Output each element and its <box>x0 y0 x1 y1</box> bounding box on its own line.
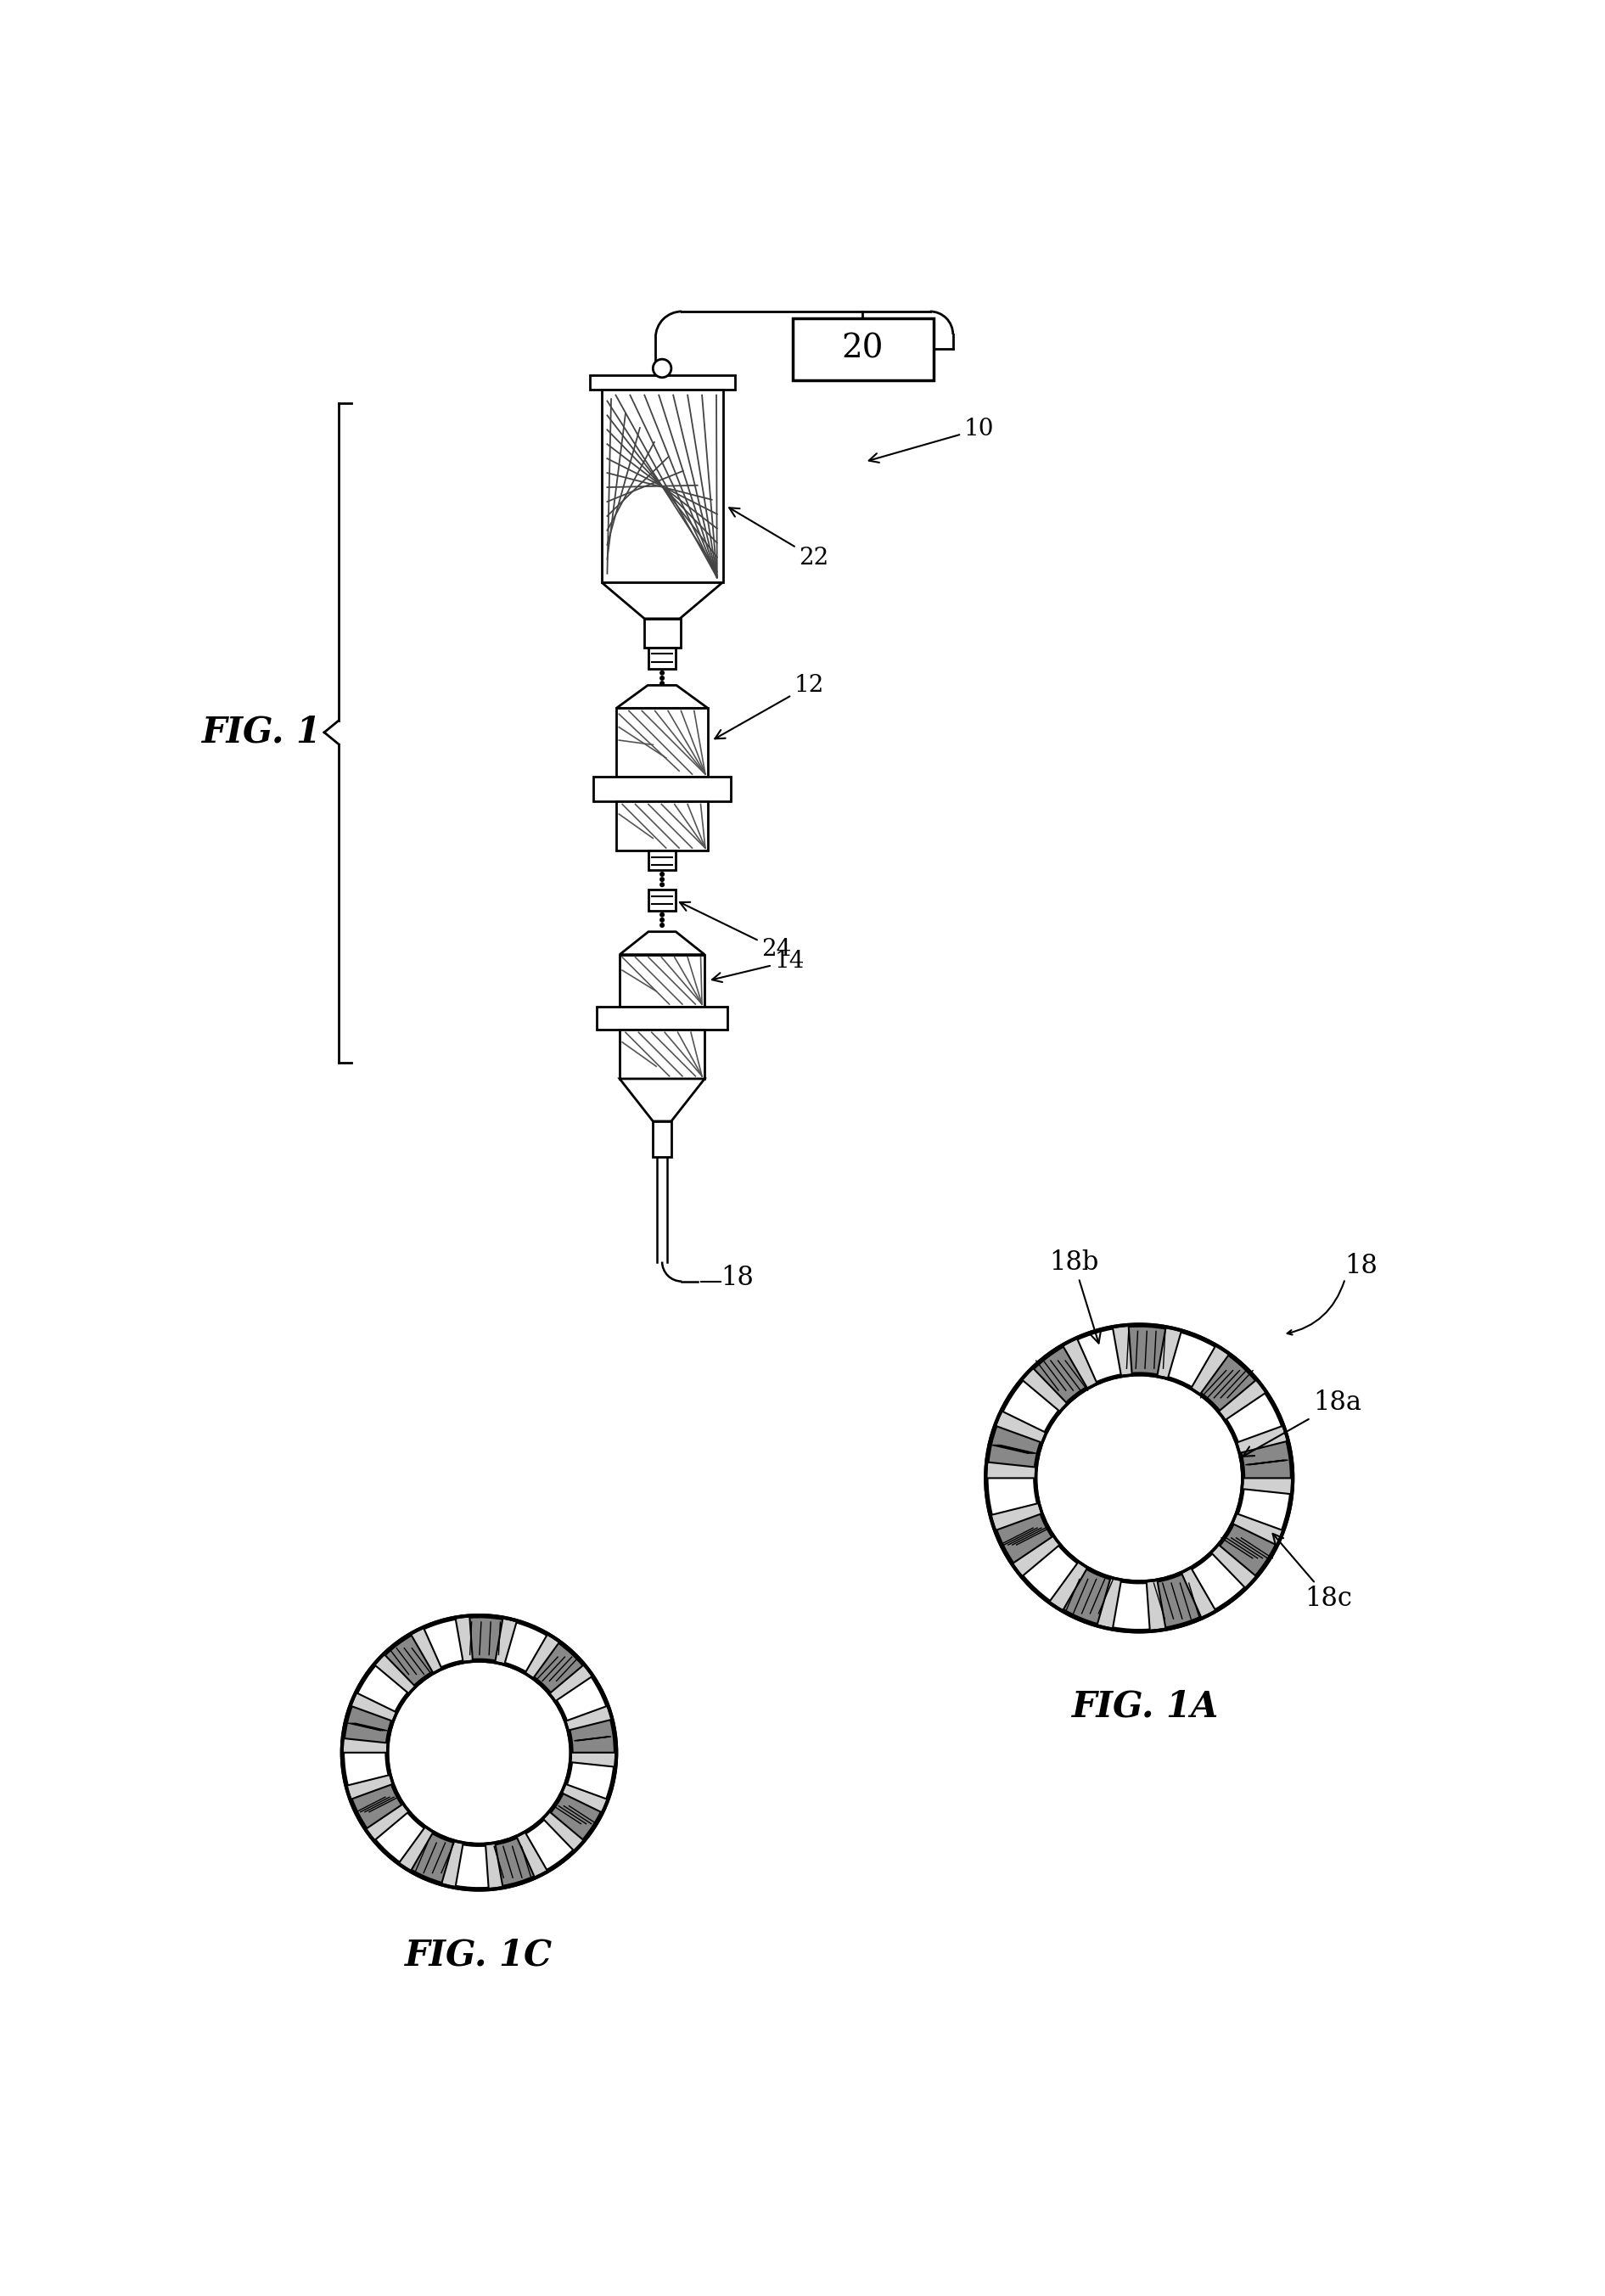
Wedge shape <box>997 1513 1051 1564</box>
Wedge shape <box>376 1812 424 1862</box>
Wedge shape <box>496 1839 534 1885</box>
Text: 18a: 18a <box>1242 1389 1361 1456</box>
Wedge shape <box>570 1720 615 1752</box>
Text: 18: 18 <box>721 1265 754 1290</box>
Bar <box>648 850 676 870</box>
Wedge shape <box>1077 1329 1120 1382</box>
Text: FIG. 1A: FIG. 1A <box>1072 1690 1220 1724</box>
Wedge shape <box>989 1426 1040 1467</box>
Bar <box>620 955 705 1008</box>
Polygon shape <box>602 583 722 618</box>
Wedge shape <box>1128 1327 1165 1375</box>
Bar <box>793 319 934 381</box>
Wedge shape <box>551 1793 600 1839</box>
Bar <box>616 707 708 776</box>
Wedge shape <box>1220 1525 1276 1575</box>
Text: 18b: 18b <box>1050 1249 1101 1343</box>
Wedge shape <box>1226 1394 1282 1442</box>
Circle shape <box>342 1616 616 1890</box>
Polygon shape <box>620 1079 705 1120</box>
Ellipse shape <box>660 918 664 923</box>
Wedge shape <box>343 1752 388 1786</box>
Text: 18: 18 <box>1345 1254 1379 1279</box>
Wedge shape <box>1022 1545 1077 1600</box>
Ellipse shape <box>660 872 664 877</box>
Ellipse shape <box>660 882 664 886</box>
Bar <box>645 618 681 647</box>
Wedge shape <box>1237 1490 1290 1529</box>
Text: 12: 12 <box>714 673 825 739</box>
Wedge shape <box>1241 1442 1290 1479</box>
Bar <box>616 801 708 850</box>
Text: 14: 14 <box>713 951 804 983</box>
Text: FIG. 1: FIG. 1 <box>202 714 323 751</box>
Text: 24: 24 <box>681 902 791 960</box>
Text: 18c: 18c <box>1273 1534 1353 1612</box>
Wedge shape <box>345 1706 392 1743</box>
Wedge shape <box>470 1616 502 1660</box>
Wedge shape <box>1193 1554 1244 1609</box>
Bar <box>597 1008 727 1029</box>
Circle shape <box>985 1325 1292 1632</box>
Circle shape <box>388 1660 571 1844</box>
Bar <box>594 776 730 801</box>
Circle shape <box>653 358 671 377</box>
Text: FIG. 1C: FIG. 1C <box>404 1938 554 1972</box>
Wedge shape <box>424 1619 462 1667</box>
Bar <box>620 1029 705 1079</box>
Wedge shape <box>1157 1575 1201 1628</box>
Bar <box>602 390 722 583</box>
Ellipse shape <box>660 682 664 684</box>
Wedge shape <box>1201 1355 1255 1410</box>
Wedge shape <box>534 1644 583 1692</box>
Wedge shape <box>456 1844 488 1887</box>
Ellipse shape <box>660 923 664 928</box>
Wedge shape <box>351 1784 401 1828</box>
Text: 22: 22 <box>729 507 828 569</box>
Ellipse shape <box>660 914 664 916</box>
Wedge shape <box>411 1835 453 1883</box>
Wedge shape <box>385 1635 432 1685</box>
Text: 20: 20 <box>841 333 884 365</box>
Wedge shape <box>1112 1582 1149 1630</box>
Wedge shape <box>567 1763 613 1798</box>
Wedge shape <box>1003 1380 1059 1433</box>
Wedge shape <box>526 1821 573 1869</box>
Wedge shape <box>1034 1348 1087 1403</box>
Text: 10: 10 <box>868 418 993 461</box>
Bar <box>591 377 735 390</box>
Polygon shape <box>620 932 705 955</box>
Wedge shape <box>1064 1568 1111 1623</box>
Wedge shape <box>1168 1332 1215 1387</box>
Bar <box>653 1120 671 1157</box>
Polygon shape <box>616 684 708 707</box>
Ellipse shape <box>660 670 664 675</box>
Wedge shape <box>557 1676 607 1720</box>
Wedge shape <box>506 1623 547 1671</box>
Wedge shape <box>987 1479 1037 1515</box>
Ellipse shape <box>660 675 664 680</box>
Wedge shape <box>358 1665 408 1711</box>
Bar <box>648 647 676 668</box>
Circle shape <box>1035 1375 1242 1582</box>
Ellipse shape <box>660 877 664 882</box>
Bar <box>648 891 676 912</box>
